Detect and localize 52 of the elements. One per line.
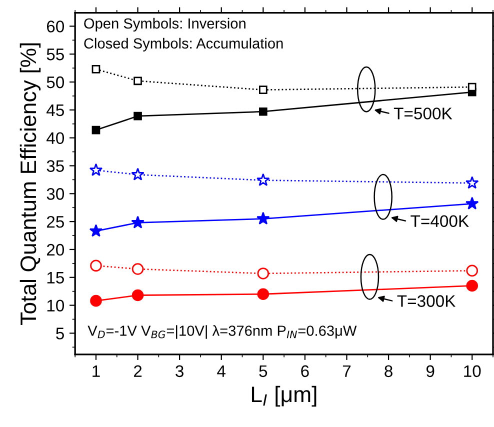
x-axis-title: L$_{I}$ [μm] — [252, 386, 316, 407]
annotation: V$_{D}$=-1V V$_{BG}$=|10V| λ=376nm P$_{IN}$=0.63μW — [88, 325, 357, 339]
y-tick-label: 30 — [46, 188, 64, 200]
point — [132, 263, 144, 275]
point — [256, 212, 270, 225]
point — [89, 163, 103, 176]
y-tick-label: 60 — [46, 20, 64, 32]
annotation: Open Symbols: Inversion Closed Symbols: Accumulation — [84, 18, 283, 52]
x-tick-label: 4 — [217, 365, 226, 377]
x-tick-label: 1 — [92, 365, 100, 377]
point — [92, 126, 100, 134]
point — [465, 176, 479, 189]
point — [257, 288, 270, 300]
y-tick-label: 25 — [46, 216, 64, 228]
x-tick-label: 3 — [176, 365, 184, 378]
point — [90, 260, 102, 272]
y-tick-label: 5 — [56, 328, 64, 340]
point — [466, 264, 478, 277]
point — [134, 76, 142, 86]
point — [468, 82, 476, 92]
point — [89, 224, 103, 237]
x-tick-label: 6 — [301, 365, 309, 378]
point — [257, 268, 270, 280]
x-tick-label: 5 — [259, 365, 268, 378]
y-axis-title: Total Quantum Efficiency [%] — [20, 43, 41, 325]
point — [92, 65, 100, 74]
point — [256, 173, 270, 186]
point — [134, 112, 142, 120]
y-tick-label: 55 — [46, 48, 64, 60]
y-tick-label: 40 — [46, 132, 64, 144]
annotation: T=500K — [394, 108, 452, 120]
x-tick-label: 10 — [464, 365, 481, 378]
point — [258, 86, 268, 94]
point — [258, 107, 268, 116]
x-tick-label: 7 — [342, 365, 351, 377]
x-tick-label: 8 — [384, 365, 392, 378]
y-tick-label: 45 — [46, 104, 64, 116]
point — [132, 289, 144, 302]
y-tick-label: 20 — [46, 244, 64, 256]
y-tick-label: 10 — [47, 300, 64, 312]
y-tick-label: 15 — [47, 272, 64, 284]
point — [131, 168, 144, 180]
point — [465, 196, 479, 210]
point — [90, 294, 102, 307]
point — [131, 216, 144, 228]
y-tick-label: 50 — [46, 76, 64, 88]
point — [466, 280, 478, 292]
annotation: T=300K — [397, 295, 456, 307]
x-tick-label: 9 — [426, 365, 434, 378]
y-tick-label: 35 — [46, 160, 64, 172]
annotation: T=400K — [410, 215, 469, 228]
x-tick-label: 2 — [134, 365, 142, 377]
